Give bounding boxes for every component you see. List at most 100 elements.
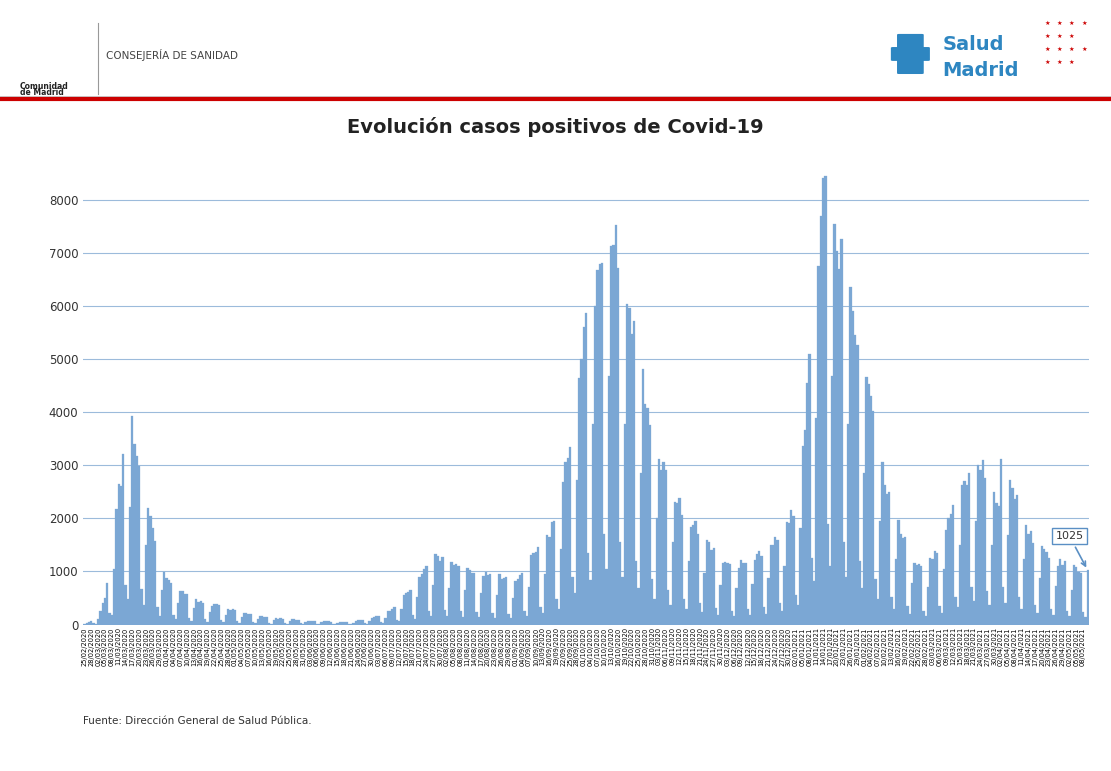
Bar — [409, 591, 412, 625]
Bar — [681, 514, 683, 625]
Bar — [1052, 615, 1054, 625]
Bar — [493, 618, 496, 625]
Bar — [877, 599, 879, 625]
Bar — [140, 589, 142, 625]
Bar — [549, 537, 551, 625]
Bar — [751, 584, 753, 625]
Bar — [567, 458, 569, 625]
Bar — [765, 614, 768, 625]
Text: Fuente: Dirección General de Salud Pública.: Fuente: Dirección General de Salud Públi… — [83, 716, 312, 726]
Bar — [863, 473, 865, 625]
Text: CONSEJERÍA DE SANIDAD: CONSEJERÍA DE SANIDAD — [106, 49, 238, 61]
Bar — [159, 616, 161, 625]
Bar — [382, 623, 384, 625]
Bar — [103, 598, 107, 625]
Bar — [1045, 552, 1048, 625]
Bar — [811, 558, 813, 625]
Bar — [239, 623, 241, 625]
Bar — [101, 603, 103, 625]
Bar — [619, 542, 621, 625]
Bar — [1054, 586, 1057, 625]
Bar — [612, 245, 614, 625]
Bar — [218, 605, 220, 625]
Bar — [931, 559, 933, 625]
Text: ★: ★ — [1069, 47, 1074, 52]
Bar — [412, 615, 414, 625]
Bar — [284, 623, 287, 625]
Bar — [414, 618, 417, 625]
Bar — [487, 575, 489, 625]
Bar — [594, 306, 597, 625]
Bar — [441, 557, 443, 625]
Bar — [927, 587, 929, 625]
Bar — [850, 288, 852, 625]
Bar — [556, 599, 558, 625]
Bar — [257, 619, 259, 625]
Bar — [918, 564, 920, 625]
Bar — [888, 492, 890, 625]
Bar — [644, 404, 647, 625]
Bar — [231, 609, 233, 625]
Bar — [277, 618, 279, 625]
Bar — [1080, 573, 1082, 625]
Bar — [1078, 572, 1080, 625]
Bar — [647, 408, 649, 625]
Bar — [307, 621, 309, 625]
Bar — [989, 605, 991, 625]
Bar — [460, 611, 462, 625]
Bar — [419, 577, 421, 625]
Bar — [664, 470, 667, 625]
Bar — [1018, 597, 1020, 625]
Bar — [289, 621, 291, 625]
Bar — [993, 492, 995, 625]
Bar — [753, 561, 755, 625]
Bar — [478, 617, 480, 625]
Bar — [270, 624, 272, 625]
Bar — [181, 591, 183, 625]
Bar — [954, 597, 957, 625]
Bar — [534, 552, 537, 625]
Bar — [282, 618, 284, 625]
Bar — [352, 622, 354, 625]
Bar — [777, 540, 779, 625]
Bar — [402, 595, 404, 625]
Bar — [1063, 561, 1065, 625]
Bar — [890, 597, 893, 625]
Text: ★: ★ — [1044, 60, 1050, 65]
Bar — [998, 506, 1000, 625]
Bar — [220, 621, 222, 625]
Bar — [464, 591, 467, 625]
Bar — [733, 616, 735, 625]
Bar — [523, 611, 526, 625]
Bar — [758, 551, 760, 625]
Bar — [635, 561, 638, 625]
Bar — [763, 608, 765, 625]
Bar — [432, 585, 434, 625]
Bar — [900, 534, 902, 625]
Bar — [833, 224, 835, 625]
Bar — [200, 601, 202, 625]
Bar — [339, 621, 341, 625]
Bar — [671, 542, 674, 625]
Bar — [857, 345, 859, 625]
Bar — [437, 557, 439, 625]
Bar — [835, 251, 838, 625]
Bar — [343, 621, 346, 625]
Bar — [384, 618, 387, 625]
Bar — [1032, 543, 1034, 625]
Bar — [1069, 617, 1071, 625]
Bar — [937, 553, 939, 625]
Bar — [977, 464, 979, 625]
Bar — [649, 425, 651, 625]
Bar — [547, 535, 549, 625]
Bar — [508, 614, 510, 625]
Bar — [747, 609, 749, 625]
Bar — [496, 595, 498, 625]
Bar — [755, 554, 758, 625]
Bar — [107, 583, 109, 625]
Bar — [642, 369, 644, 625]
Bar — [198, 601, 200, 625]
FancyBboxPatch shape — [891, 47, 930, 61]
Bar — [865, 377, 868, 625]
Bar — [957, 607, 959, 625]
